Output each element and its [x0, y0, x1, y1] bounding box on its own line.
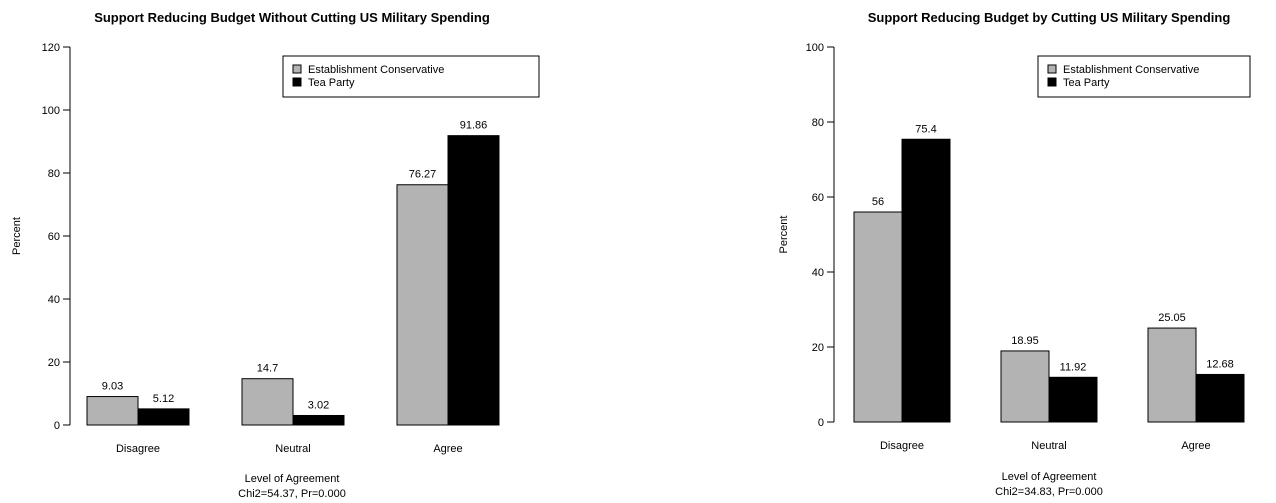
bar-value-label: 11.92	[1060, 361, 1087, 373]
y-tick-label: 0	[54, 420, 60, 432]
y-tick-label: 120	[42, 42, 60, 54]
bar-establishment-disagree	[853, 211, 903, 423]
x-axis-title: Level of Agreement	[1002, 471, 1097, 483]
x-axis-note: Chi2=34.83, Pr=0.000	[995, 486, 1103, 498]
legend-swatch-tea-party	[1047, 77, 1057, 87]
y-tick-label: 100	[42, 105, 60, 117]
legend-label: Establishment Conservative	[308, 64, 444, 76]
x-category-label: Agree	[1181, 440, 1210, 452]
bar-value-label: 3.02	[308, 399, 329, 411]
bar-establishment-neutral	[241, 378, 294, 426]
y-tick-label: 80	[812, 117, 824, 129]
bar-establishment-agree	[396, 184, 449, 426]
chart-panel-1: Support Reducing Budget Without Cutting …	[11, 10, 540, 500]
bar-tea-party-neutral	[292, 414, 345, 426]
bar-value-label: 5.12	[153, 393, 174, 405]
bar-value-label: 12.68	[1206, 358, 1234, 370]
bar-value-label: 91.86	[460, 120, 488, 132]
y-tick-label: 40	[812, 267, 824, 279]
legend-label: Establishment Conservative	[1063, 64, 1199, 76]
bar-value-label: 56	[872, 196, 884, 208]
y-axis-title: Percent	[11, 217, 23, 255]
bar-tea-party-disagree	[137, 408, 190, 426]
bar-value-label: 76.27	[409, 169, 437, 181]
legend-label: Tea Party	[1063, 77, 1110, 89]
bar-value-label: 75.4	[915, 123, 936, 135]
bar-tea-party-agree	[447, 135, 500, 426]
bar-establishment-disagree	[86, 396, 139, 426]
bar-tea-party-agree	[1195, 373, 1245, 423]
x-category-label: Disagree	[880, 440, 924, 452]
x-axis-title: Level of Agreement	[245, 473, 340, 485]
bar-value-label: 9.03	[102, 381, 123, 393]
y-tick-label: 20	[812, 342, 824, 354]
bar-value-label: 14.7	[257, 363, 278, 375]
y-axis-title: Percent	[778, 216, 790, 254]
x-category-label: Neutral	[1031, 440, 1066, 452]
bar-tea-party-disagree	[901, 138, 951, 423]
bar-tea-party-neutral	[1048, 376, 1098, 423]
x-axis-note: Chi2=54.37, Pr=0.000	[238, 488, 346, 500]
x-category-label: Agree	[433, 443, 462, 455]
bar-value-label: 18.95	[1011, 335, 1039, 347]
legend-box	[1037, 55, 1251, 98]
chart-title: Support Reducing Budget Without Cutting …	[94, 10, 490, 25]
bar-value-label: 25.05	[1158, 312, 1186, 324]
chart-panel-2: Support Reducing Budget by Cutting US Mi…	[778, 10, 1251, 498]
y-tick-label: 0	[818, 417, 824, 429]
legend-swatch-establishment	[1047, 64, 1057, 74]
y-tick-label: 60	[48, 231, 60, 243]
y-tick-label: 40	[48, 294, 60, 306]
y-tick-label: 100	[806, 42, 824, 54]
x-category-label: Disagree	[116, 443, 160, 455]
chart-title: Support Reducing Budget by Cutting US Mi…	[868, 10, 1231, 25]
x-category-label: Neutral	[275, 443, 310, 455]
legend-swatch-tea-party	[292, 77, 302, 87]
y-tick-label: 60	[812, 192, 824, 204]
bar-establishment-neutral	[1000, 350, 1050, 423]
legend-label: Tea Party	[308, 77, 355, 89]
y-tick-label: 20	[48, 357, 60, 369]
legend-box	[282, 55, 540, 98]
y-tick-label: 80	[48, 168, 60, 180]
legend-swatch-establishment	[292, 64, 302, 74]
bar-establishment-agree	[1147, 327, 1197, 423]
